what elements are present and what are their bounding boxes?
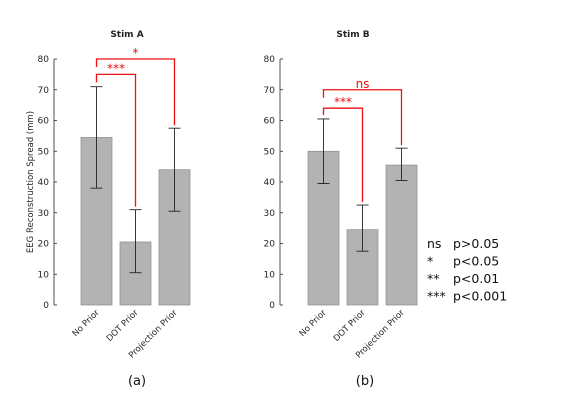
bar [119, 241, 152, 306]
legend-symbol: ** [427, 271, 440, 286]
y-tick-label: 50 [264, 147, 276, 157]
y-tick-label: 20 [38, 240, 50, 250]
y-tick-label: 40 [264, 178, 276, 188]
y-tick-label: 20 [264, 240, 276, 250]
y-tick-label: 0 [43, 301, 49, 311]
significance-bracket [95, 73, 137, 207]
panel-stim-a: Stim A 0 10 20 30 40 50 60 70 80 EEG Reconstructio… [26, 30, 191, 389]
y-tick-label: 0 [269, 301, 275, 311]
y-tick-label: 40 [38, 178, 50, 188]
chart-title: Stim B [336, 30, 369, 40]
y-tick-label: 30 [264, 209, 276, 219]
y-tick-label: 70 [264, 86, 276, 96]
y-tick-label: 30 [38, 209, 50, 219]
panel-caption: (a) [128, 374, 146, 389]
bar [385, 164, 418, 306]
category-label: DOT Prior [332, 308, 368, 344]
significance-bracket [322, 107, 364, 203]
significance-label: ns [356, 77, 370, 91]
y-tick-label: 60 [264, 117, 276, 127]
panel-stim-b: Stim B 0 10 20 30 40 50 60 70 80 No Prior DOT Prior… [264, 30, 418, 389]
significance-label: * [133, 46, 139, 60]
y-tick-label: 60 [38, 117, 50, 127]
y-tick-label: 70 [38, 86, 50, 96]
y-tick-label: 10 [264, 270, 276, 280]
panel-caption: (b) [356, 374, 374, 389]
category-label: No Prior [71, 308, 102, 339]
y-tick-label: 50 [38, 147, 50, 157]
significance-bracket [95, 58, 176, 126]
y-tick-label: 80 [38, 55, 50, 65]
category-label: DOT Prior [105, 308, 141, 344]
legend-meaning: p<0.01 [453, 271, 499, 286]
legend-meaning: p>0.05 [453, 236, 499, 251]
significance-label: *** [334, 95, 352, 109]
y-axis-label: EEG Reconstruction Spread (mm) [26, 111, 36, 253]
category-label: No Prior [298, 308, 329, 339]
legend-meaning: p<0.05 [453, 254, 499, 269]
significance-label: *** [107, 61, 125, 75]
legend-symbol: ns [427, 236, 441, 251]
legend-symbol: * [427, 254, 433, 269]
legend-meaning: p<0.001 [453, 289, 507, 304]
significance-bracket [322, 89, 403, 146]
chart-title: Stim A [110, 30, 143, 40]
y-tick-label: 80 [264, 55, 276, 65]
legend-symbol: *** [427, 289, 446, 304]
bar [158, 169, 191, 306]
significance-legend: ns p>0.05 * p<0.05 ** p<0.01 *** p<0.001 [427, 236, 507, 304]
y-tick-label: 10 [38, 270, 50, 280]
